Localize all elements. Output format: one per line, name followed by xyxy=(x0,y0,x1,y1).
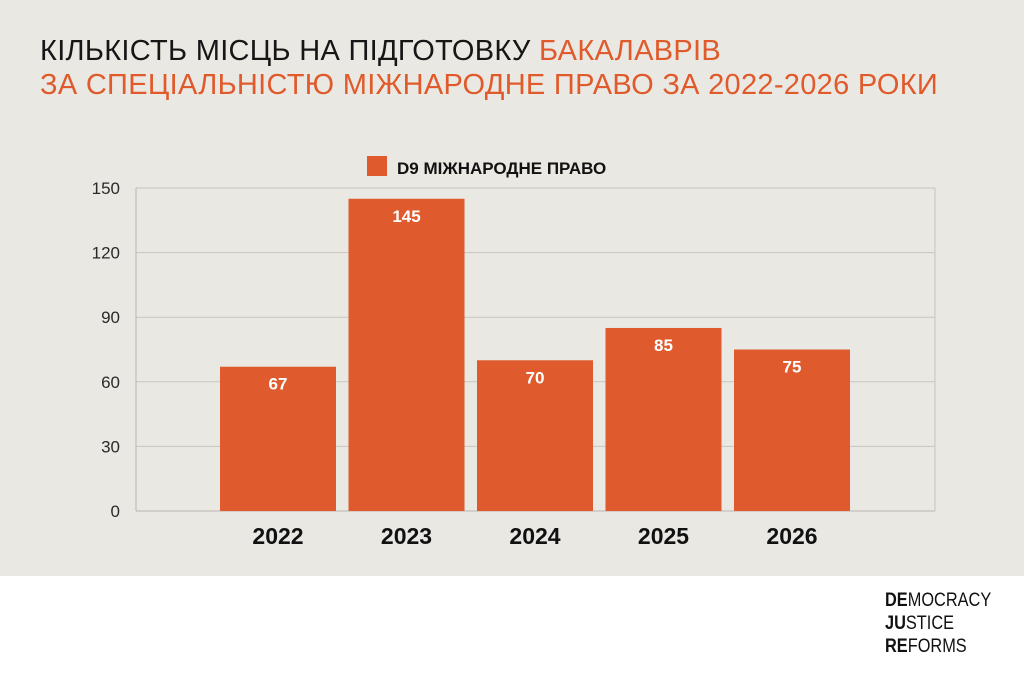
legend-swatch xyxy=(367,156,387,176)
data-label: 67 xyxy=(269,375,288,394)
x-axis-ticks: 2022 2023 2024 2025 2026 xyxy=(252,523,817,549)
chart-title: КІЛЬКІСТЬ МІСЦЬ НА ПІДГОТОВКУ БАКАЛАВРІВ… xyxy=(40,34,938,102)
x-tick-label: 2022 xyxy=(252,523,303,549)
y-tick-label: 0 xyxy=(111,502,120,521)
legend: D9 МІЖНАРОДНЕ ПРАВО xyxy=(367,156,606,178)
y-axis-ticks: 0 30 60 90 120 150 xyxy=(92,179,120,521)
x-tick-label: 2025 xyxy=(638,523,689,549)
y-tick-label: 90 xyxy=(101,308,120,327)
y-tick-label: 60 xyxy=(101,373,120,392)
y-tick-label: 150 xyxy=(92,179,120,198)
title-line1: КІЛЬКІСТЬ МІСЦЬ НА ПІДГОТОВКУ xyxy=(40,35,531,67)
data-label: 145 xyxy=(392,207,420,226)
title-line2: ЗА СПЕЦІАЛЬНІСТЮ МІЖНАРОДНЕ ПРАВО ЗА 202… xyxy=(40,69,939,101)
data-label: 85 xyxy=(654,336,673,355)
bar xyxy=(734,349,850,511)
djr-logo: DEMOCRACY JUSTICE REFORMS xyxy=(885,589,991,658)
bar xyxy=(605,327,722,511)
bars: 67 145 70 85 75 xyxy=(220,198,850,511)
legend-label: D9 МІЖНАРОДНЕ ПРАВО xyxy=(397,159,606,178)
logo-line-2: JUSTICE xyxy=(885,613,955,634)
x-tick-label: 2026 xyxy=(766,523,817,549)
bar xyxy=(348,198,465,511)
data-label: 75 xyxy=(783,358,802,377)
x-tick-label: 2023 xyxy=(381,523,432,549)
x-tick-label: 2024 xyxy=(509,523,560,549)
y-tick-label: 30 xyxy=(101,437,120,456)
logo-line-3: REFORMS xyxy=(885,636,967,657)
data-label: 70 xyxy=(526,368,545,387)
title-line1-accent: БАКАЛАВРІВ xyxy=(538,35,722,67)
bar xyxy=(477,360,593,511)
logo-line-1: DEMOCRACY xyxy=(885,590,992,611)
y-tick-label: 120 xyxy=(92,244,120,263)
bar xyxy=(220,366,336,511)
